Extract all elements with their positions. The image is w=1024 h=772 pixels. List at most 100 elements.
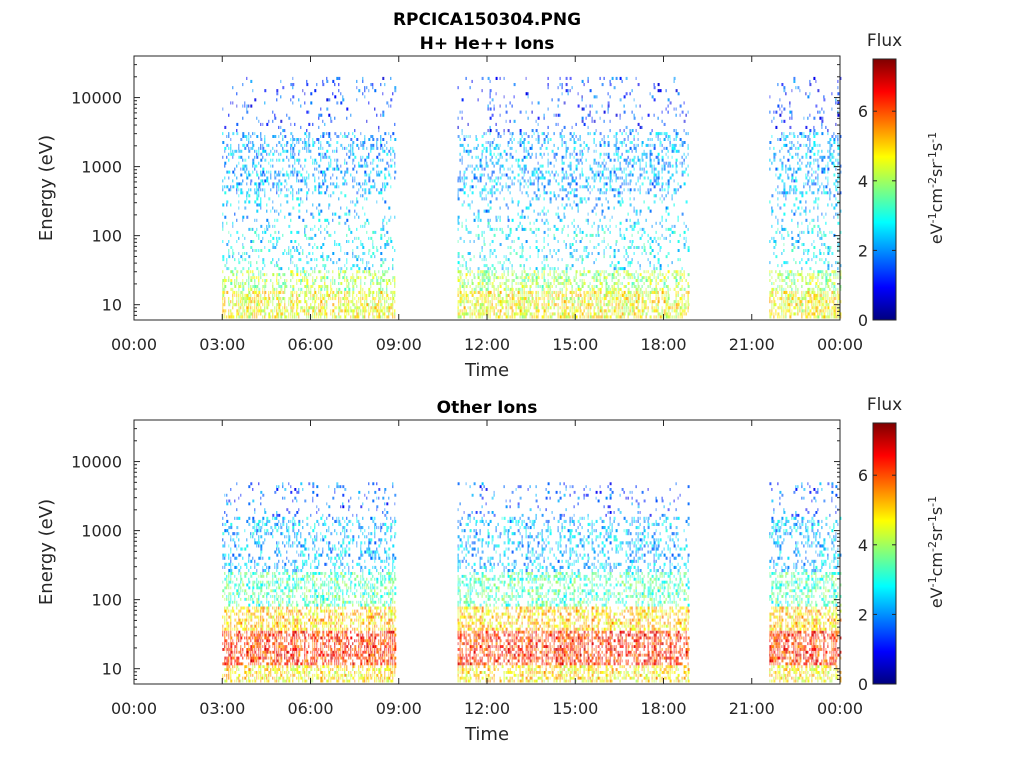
spectrogram-cell bbox=[617, 273, 619, 277]
spectrogram-cell bbox=[298, 287, 300, 291]
spectrogram-cell bbox=[382, 224, 385, 228]
spectrogram-cell bbox=[609, 246, 612, 249]
spectrogram-cell bbox=[320, 276, 323, 280]
spectrogram-cell bbox=[599, 170, 601, 174]
spectrogram-cell bbox=[499, 315, 501, 319]
spectrogram-cell bbox=[250, 182, 252, 186]
spectrogram-cell bbox=[390, 158, 392, 162]
spectrogram-cell bbox=[248, 312, 251, 316]
spectrogram-cell bbox=[386, 182, 389, 186]
spectrogram-cell bbox=[264, 300, 266, 304]
spectrogram-cell bbox=[322, 276, 325, 280]
spectrogram-cell bbox=[276, 273, 279, 277]
spectrogram-cell bbox=[565, 270, 568, 274]
spectrogram-cell bbox=[655, 276, 657, 280]
spectrogram-cell bbox=[567, 276, 570, 280]
spectrogram-cell bbox=[242, 135, 245, 138]
spectrogram-cell bbox=[230, 279, 233, 282]
spectrogram-cell bbox=[344, 270, 347, 274]
spectrogram-cell bbox=[527, 116, 529, 120]
spectrogram-cell bbox=[563, 215, 566, 219]
spectrogram-cell bbox=[659, 315, 662, 319]
spectrogram-cell bbox=[382, 218, 385, 222]
spectrogram-cell bbox=[362, 309, 365, 313]
spectrogram-cell bbox=[667, 309, 670, 313]
spectrogram-cell bbox=[384, 309, 386, 313]
spectrogram-cell bbox=[268, 224, 271, 228]
spectrogram-cell bbox=[521, 170, 523, 174]
spectrogram-cell bbox=[312, 236, 314, 240]
spectrogram-cell bbox=[579, 152, 581, 156]
spectrogram-cell bbox=[603, 293, 606, 297]
spectrogram-cell bbox=[499, 143, 501, 147]
spectrogram-cell bbox=[248, 306, 250, 310]
spectrogram-cell bbox=[384, 279, 386, 282]
spectrogram-cell bbox=[675, 132, 678, 136]
spectrogram-cell bbox=[477, 155, 479, 159]
spectrogram-cell bbox=[677, 188, 679, 192]
spectrogram-cell bbox=[617, 146, 620, 150]
spectrogram-cell bbox=[306, 143, 308, 147]
spectrogram-cell bbox=[529, 300, 531, 304]
spectrogram-cell bbox=[380, 276, 383, 280]
spectrogram-cell bbox=[380, 83, 382, 87]
spectrogram-cell bbox=[619, 287, 622, 291]
spectrogram-cell bbox=[663, 285, 665, 288]
spectrogram-cell bbox=[577, 92, 579, 96]
spectrogram-cell bbox=[681, 267, 683, 271]
spectrogram-cell bbox=[667, 276, 669, 280]
spectrogram-cell bbox=[302, 141, 304, 144]
spectrogram-cell bbox=[372, 303, 374, 307]
spectrogram-cell bbox=[645, 287, 647, 291]
spectrogram-cell bbox=[340, 191, 343, 195]
spectrogram-cell bbox=[565, 279, 568, 282]
spectrogram-cell bbox=[681, 273, 683, 277]
spectrogram-cell bbox=[573, 303, 575, 307]
spectrogram-cell bbox=[382, 182, 384, 186]
spectrogram-cell bbox=[260, 146, 262, 150]
spectrogram-cell bbox=[649, 158, 652, 162]
spectrogram-cell bbox=[615, 76, 618, 80]
spectrogram-cell bbox=[382, 185, 384, 189]
spectrogram-cell bbox=[543, 188, 545, 192]
spectrogram-cell bbox=[579, 312, 581, 316]
spectrogram-cell bbox=[316, 161, 318, 165]
spectrogram-cell bbox=[623, 303, 625, 307]
spectrogram-cell bbox=[376, 309, 379, 313]
spectrogram-cell bbox=[352, 146, 354, 150]
spectrogram-cell bbox=[348, 143, 350, 147]
spectrogram-cell bbox=[274, 264, 276, 268]
spectrogram-cell bbox=[340, 246, 342, 249]
spectrogram-cell bbox=[591, 176, 593, 180]
spectrogram-cell bbox=[376, 303, 379, 307]
spectrogram-cell bbox=[290, 191, 292, 195]
spectrogram-cell bbox=[344, 161, 346, 165]
spectrogram-cell bbox=[318, 152, 321, 156]
spectrogram-cell bbox=[681, 170, 684, 174]
spectrogram-cell bbox=[551, 303, 553, 307]
spectrogram-cell bbox=[338, 243, 341, 246]
spectrogram-cell bbox=[356, 227, 358, 231]
spectrogram-cell bbox=[256, 315, 258, 319]
spectrogram-cell bbox=[242, 116, 244, 120]
spectrogram-cell bbox=[334, 230, 336, 234]
spectrogram-cell bbox=[284, 315, 287, 319]
spectrogram-cell bbox=[609, 119, 611, 123]
spectrogram-cell bbox=[649, 243, 651, 246]
spectrogram-cell bbox=[637, 287, 639, 291]
spectrogram-cell bbox=[266, 273, 268, 277]
spectrogram-cell bbox=[292, 101, 294, 105]
spectrogram-cell bbox=[617, 309, 619, 313]
spectrogram-cell bbox=[521, 297, 524, 301]
spectrogram-cell bbox=[563, 173, 565, 177]
spectrogram-cell bbox=[380, 293, 382, 297]
spectrogram-cell bbox=[258, 119, 260, 123]
spectrogram-cell bbox=[643, 306, 646, 310]
spectrogram-cell bbox=[537, 252, 539, 255]
spectrogram-cell bbox=[467, 293, 469, 297]
spectrogram-cell bbox=[238, 285, 241, 288]
spectrogram-cell bbox=[264, 179, 267, 183]
spectrogram-cell bbox=[250, 312, 253, 316]
spectrogram-cell bbox=[613, 158, 616, 162]
spectrogram-cell bbox=[306, 170, 308, 174]
